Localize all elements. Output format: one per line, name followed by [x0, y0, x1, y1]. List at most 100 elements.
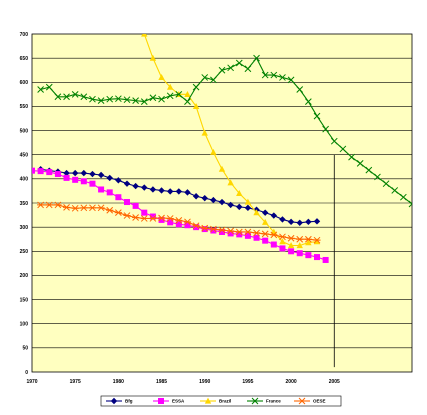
- data-point: [89, 170, 96, 178]
- data-point: [132, 97, 139, 104]
- series-essa: [32, 167, 329, 263]
- legend-label: OESE: [313, 399, 326, 404]
- data-point: [98, 186, 105, 193]
- data-point: [227, 201, 234, 209]
- data-point: [71, 204, 79, 212]
- data-point: [123, 180, 131, 187]
- data-point: [227, 227, 235, 235]
- data-point: [158, 74, 165, 81]
- legend-label: France: [266, 399, 281, 404]
- data-point: [166, 188, 174, 195]
- legend-label: Bfg: [125, 399, 133, 404]
- data-point: [204, 397, 212, 404]
- data-point: [296, 242, 303, 249]
- data-point: [261, 209, 269, 216]
- y-tick-label: 400: [20, 177, 29, 183]
- data-point: [244, 232, 251, 239]
- data-point: [192, 83, 200, 91]
- y-tick-label: 700: [20, 32, 29, 38]
- data-point: [149, 54, 157, 61]
- data-point: [123, 212, 131, 219]
- data-point: [288, 248, 295, 255]
- data-point: [72, 176, 79, 183]
- y-tick-label: 50: [22, 346, 28, 352]
- legend-box: [100, 395, 342, 407]
- data-point: [201, 194, 208, 202]
- data-point: [88, 204, 97, 212]
- data-point: [71, 169, 79, 177]
- x-tick-label: 1985: [156, 379, 167, 385]
- data-point: [106, 189, 113, 196]
- data-point: [236, 231, 243, 238]
- data-point: [106, 95, 114, 103]
- data-point: [63, 174, 70, 181]
- data-point: [167, 219, 174, 226]
- data-point: [287, 242, 295, 249]
- data-point: [218, 198, 226, 206]
- legend-label: ESSA: [172, 399, 185, 404]
- data-point: [305, 218, 312, 226]
- y-tick-label: 650: [20, 56, 29, 62]
- data-point: [313, 218, 321, 225]
- y-tick-label: 150: [20, 297, 29, 303]
- data-point: [114, 209, 122, 217]
- data-point: [270, 71, 278, 79]
- series-oese: [37, 201, 321, 244]
- series-lines: [32, 34, 412, 263]
- data-point: [97, 204, 105, 212]
- data-point: [330, 137, 338, 145]
- legend-item: OESE: [294, 397, 326, 405]
- data-point: [132, 182, 139, 190]
- y-tick-label: 0: [25, 370, 28, 376]
- data-point: [236, 203, 243, 211]
- data-point: [193, 224, 200, 231]
- data-point: [149, 186, 157, 193]
- x-tick-label: 1975: [70, 379, 81, 385]
- y-tick-label: 550: [20, 104, 29, 110]
- data-point: [305, 252, 312, 259]
- data-point: [166, 215, 174, 222]
- data-point: [356, 160, 364, 167]
- x-tick-label: 1980: [113, 379, 124, 385]
- data-point: [253, 54, 260, 62]
- data-point: [261, 71, 269, 79]
- series-france: [37, 54, 412, 208]
- data-point: [400, 193, 407, 201]
- data-point: [261, 230, 269, 238]
- data-point: [210, 148, 217, 155]
- data-point: [253, 209, 260, 216]
- data-point: [210, 76, 217, 84]
- data-point: [158, 398, 164, 404]
- data-point: [62, 203, 71, 211]
- data-point: [71, 91, 79, 98]
- y-axis-tick-labels: 0 50 100 150 200 250 300 350 400 450 500 550 600 650 7…: [20, 32, 29, 376]
- legend-item: Brazil: [200, 397, 231, 404]
- data-point: [115, 194, 122, 201]
- data-point: [278, 233, 287, 241]
- x-tick-label: 2000: [286, 379, 297, 385]
- data-point: [63, 169, 70, 177]
- data-point: [313, 112, 321, 120]
- data-point: [244, 204, 252, 212]
- data-point: [192, 222, 200, 230]
- data-point: [244, 228, 252, 236]
- data-point: [279, 216, 286, 223]
- data-point: [192, 103, 200, 110]
- data-point: [408, 200, 412, 208]
- data-point: [184, 189, 191, 196]
- data-point: [149, 94, 157, 102]
- data-point: [201, 224, 209, 232]
- data-point: [37, 168, 44, 175]
- data-point: [37, 86, 44, 93]
- data-point: [279, 74, 286, 81]
- data-point: [391, 187, 399, 194]
- data-point: [192, 193, 200, 200]
- data-point: [115, 177, 122, 184]
- data-point: [141, 209, 148, 216]
- data-point: [296, 250, 303, 257]
- y-tick-label: 200: [20, 273, 29, 279]
- data-point: [227, 64, 234, 72]
- data-point: [175, 91, 183, 98]
- y-tick-label: 100: [20, 322, 29, 328]
